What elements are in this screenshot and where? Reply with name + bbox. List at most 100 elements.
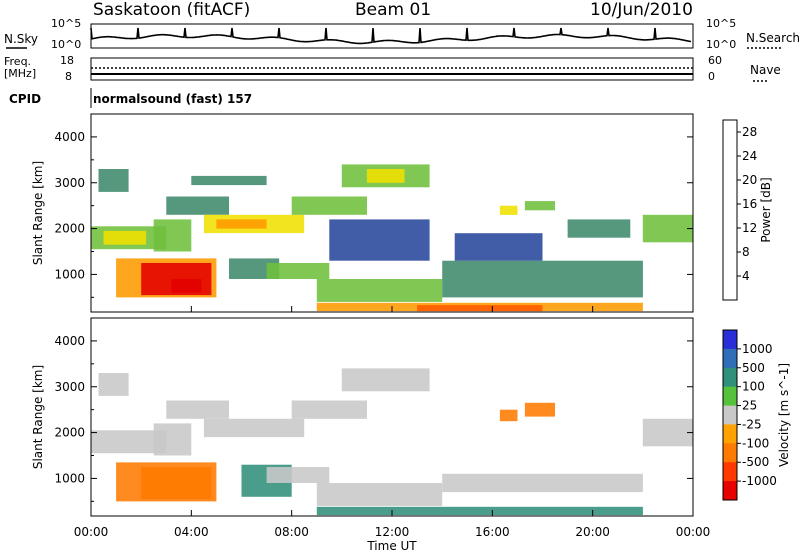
velocity-colorbar-segment <box>723 330 737 350</box>
y-tick-label: 4000 <box>54 130 85 144</box>
velocity-colorbar-tick-label: -1000 <box>742 474 777 488</box>
heatmap-cell-7 <box>166 196 229 215</box>
heatmap-cell-16 <box>642 418 693 447</box>
nave-tick-high: 60 <box>708 54 722 67</box>
heatmap-cell-10 <box>266 467 330 483</box>
velocity-colorbar-segment <box>723 405 737 425</box>
nave-label: Nave <box>750 63 781 77</box>
heatmap-cell-1 <box>103 230 147 245</box>
velocity-colorbar-segment <box>723 424 737 444</box>
heatmap-cell-11 <box>316 506 643 516</box>
x-tick-label: 08:00 <box>274 525 309 539</box>
velocity-colorbar-segment <box>723 481 737 501</box>
velocity-colorbar-tick-label: -25 <box>742 417 762 431</box>
cpid-label: CPID <box>9 92 42 106</box>
heatmap-cell-9 <box>216 219 267 229</box>
velocity-colorbar-label: Velocity [m s^-1] <box>777 363 791 467</box>
power-colorbar-tick-label: 24 <box>742 149 757 163</box>
heatmap-cell-11 <box>291 196 367 215</box>
heatmap-cell-23 <box>567 219 631 238</box>
heatmap-cell-2 <box>98 169 129 192</box>
y-tick-label: 2000 <box>54 222 85 236</box>
velocity-colorbar-tick-label: -100 <box>742 436 769 450</box>
power-colorbar-label: Power [dB] <box>759 177 773 242</box>
velocity-colorbar-tick-label: 500 <box>742 361 765 375</box>
heatmap-cell-0 <box>91 430 167 454</box>
heatmap-cell-1 <box>98 373 129 396</box>
y-tick-label: 3000 <box>54 176 85 190</box>
heatmap-cell-20 <box>454 233 543 261</box>
velocity-colorbar-tick-label: -500 <box>742 455 769 469</box>
nsearch-tick-low: 10^0 <box>706 38 737 51</box>
power-colorbar-tick-label: 16 <box>742 197 757 211</box>
heatmap-cell-15 <box>524 402 555 417</box>
heatmap-cell-14 <box>499 409 518 422</box>
power-colorbar-tick-label: 4 <box>742 269 750 283</box>
heatmap-cell-10 <box>191 175 267 186</box>
y-tick-label: 2000 <box>54 426 85 440</box>
x-tick-label: 00:00 <box>74 525 109 539</box>
nsearch-tick-high: 10^5 <box>706 17 737 30</box>
power-colorbar-tick-label: 20 <box>742 173 757 187</box>
heatmap-cell-21 <box>499 205 518 215</box>
heatmap-cell-7 <box>291 400 367 419</box>
freq-label: Freq. <box>4 55 32 68</box>
station-title: Saskatoon (fitACF) <box>93 0 251 20</box>
heatmap-cell-24 <box>642 214 693 243</box>
x-axis-label: Time UT <box>366 539 417 553</box>
y-axis-label: Slant Range [km] <box>31 161 45 265</box>
heatmap-cell-15 <box>266 263 330 279</box>
x-tick-label: 20:00 <box>575 525 610 539</box>
y-tick-label: 3000 <box>54 380 85 394</box>
x-tick-label: 16:00 <box>475 525 510 539</box>
velocity-colorbar-segment <box>723 462 737 482</box>
nsky-tick-high: 10^5 <box>51 17 82 30</box>
velocity-colorbar-tick-label: 100 <box>742 380 765 394</box>
heatmap-cell-8 <box>341 368 430 392</box>
cpid-value: normalsound (fast) 157 <box>93 92 253 106</box>
beam-title: Beam 01 <box>355 0 432 20</box>
power-colorbar-tick-label: 12 <box>742 221 757 235</box>
velocity-colorbar-segment <box>723 367 737 388</box>
power-colorbar-frame <box>722 119 738 301</box>
nsearch-label: N.Search <box>746 31 800 45</box>
heatmap-cell-16 <box>316 279 443 302</box>
power-colorbar-tick-label: 8 <box>742 245 750 259</box>
heatmap-cell-17 <box>442 260 643 298</box>
velocity-colorbar-tick-label: 25 <box>742 399 757 413</box>
heatmap-cell-25 <box>329 219 430 261</box>
date-title: 10/Jun/2010 <box>590 0 693 20</box>
velocity-colorbar-frame <box>722 329 738 501</box>
velocity-colorbar-segment <box>723 386 737 407</box>
y-axis-label: Slant Range [km] <box>31 365 45 469</box>
heatmap-cell-5 <box>166 400 229 419</box>
nsky-series-line <box>90 27 692 45</box>
power-colorbar-tick-label: 28 <box>742 125 757 139</box>
velocity-colorbar-tick-label: 1000 <box>742 342 773 356</box>
heatmap-cell-12 <box>316 483 443 506</box>
x-tick-label: 00:00 <box>676 525 711 539</box>
nsky-label: N.Sky <box>4 32 39 46</box>
heatmap-cell-6 <box>203 418 305 438</box>
y-tick-label: 1000 <box>54 471 85 485</box>
velocity-colorbar-segment <box>723 348 737 369</box>
freq-tick-high: 18 <box>60 54 74 67</box>
colorbars: 4 8 12 16 20 24 28 Power [dB] 1000 500 100 25 -25 -10… <box>722 119 791 501</box>
x-tick-label: 04:00 <box>174 525 209 539</box>
velocity-colorbar-segment <box>723 443 737 463</box>
freq-tick-low: 8 <box>65 70 72 83</box>
y-tick-label: 1000 <box>54 267 85 281</box>
heatmap-cell-5 <box>171 279 202 293</box>
top-panels <box>6 23 781 108</box>
heatmap-cell-13 <box>366 169 405 183</box>
power-panel: 1000 2000 3000 4000 Slant Range [km] <box>31 113 694 313</box>
heatmap-cell-3 <box>141 467 212 500</box>
freq-frame <box>90 57 694 81</box>
x-tick-label: 12:00 <box>375 525 410 539</box>
heatmap-cell-6 <box>153 219 192 252</box>
heatmap-cell-4 <box>153 423 192 456</box>
nsky-tick-low: 10^0 <box>51 38 82 51</box>
heatmap-cell-13 <box>442 473 643 493</box>
heatmap-cell-22 <box>524 201 555 211</box>
